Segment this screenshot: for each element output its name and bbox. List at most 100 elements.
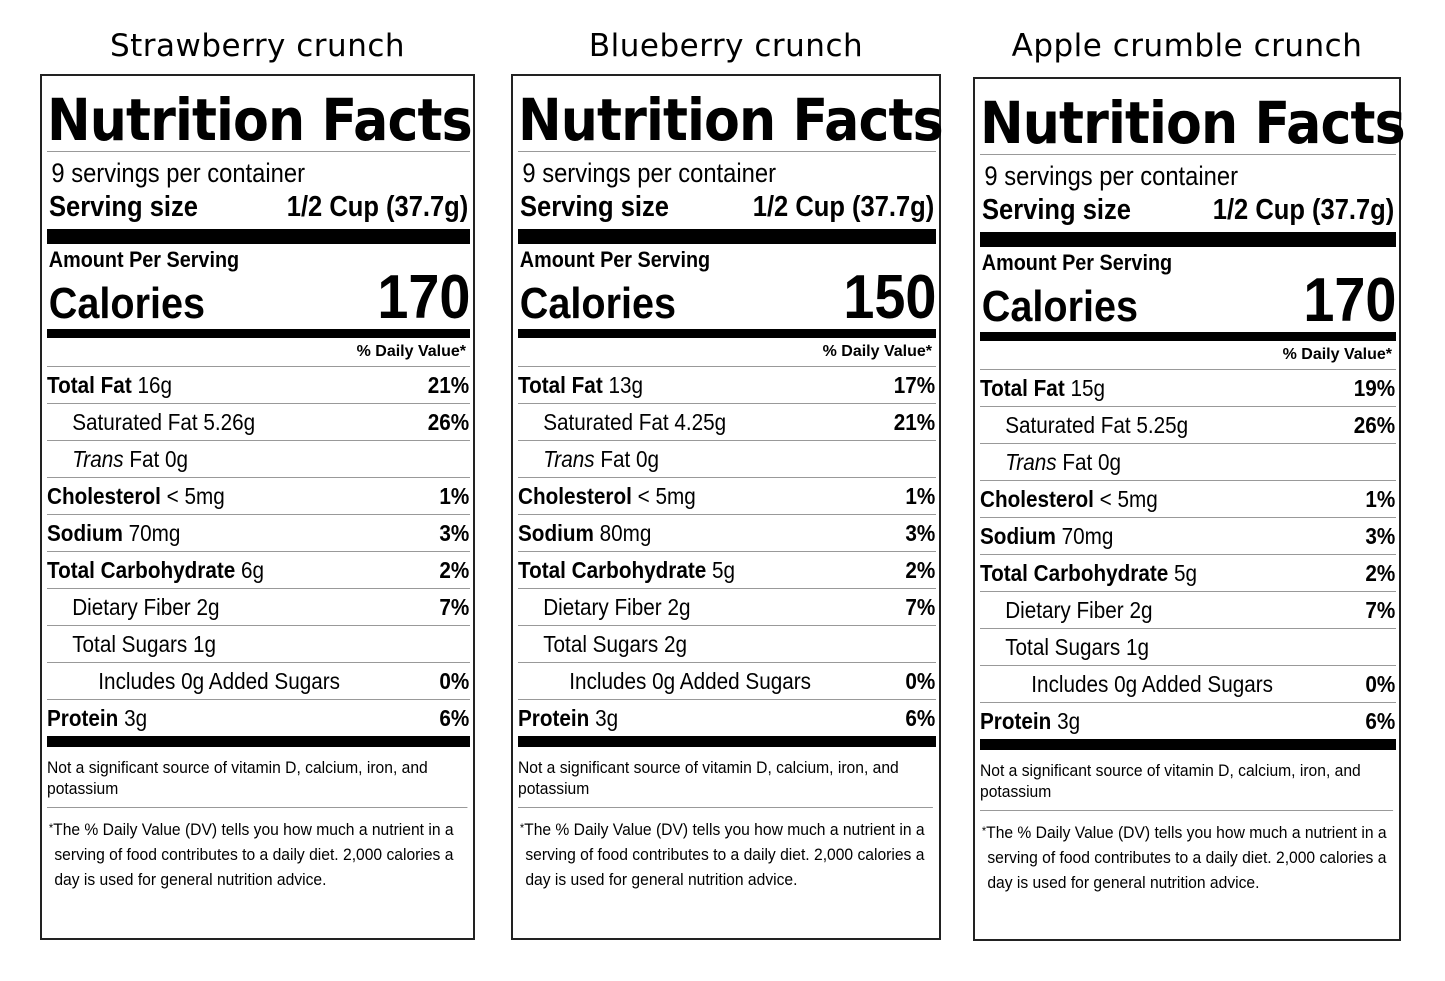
thick-divider [47,229,470,244]
nutrient-label: Saturated Fat [1005,411,1131,438]
nutrient-label: Saturated Fat [543,408,669,435]
daily-value-header: % Daily Value* [518,338,936,367]
nutrient-dv: 3% [1365,522,1396,549]
thick-divider [518,229,936,244]
nutrient-row-added-sugars: Includes 0g Added Sugars 0% [518,663,936,700]
daily-value-footnote: *The % Daily Value (DV) tells you how mu… [47,816,469,892]
nutrient-dv: 17% [893,371,936,398]
serving-size-row: Serving size 1/2 Cup (37.7g) [980,193,1396,227]
nutrient-row-total-carbohydrate: Total Carbohydrate 5g 2% [980,555,1396,592]
nutrient-row-trans-fat: Trans Fat 0g [518,441,936,478]
nutrient-amount: 5g [1173,559,1198,586]
nutrient-dv: 21% [893,408,936,435]
nutrient-amount: 70mg [128,519,181,546]
calories-row: Calories 150 [518,267,936,329]
calories-label: Calories [519,279,677,328]
nutrient-label-italic: Trans [72,445,124,472]
servings-per-container: 9 servings per container [522,158,776,188]
nutrient-label: Cholesterol [980,485,1094,512]
nutrient-row-saturated-fat: Saturated Fat 4.25g 21% [518,404,936,441]
nutrient-row-total-sugars: Total Sugars 1g [980,629,1396,666]
nutrient-label: Total Sugars [1005,633,1121,660]
calories-label: Calories [981,282,1139,331]
nutrient-label: Total Carbohydrate [47,556,236,583]
nutrient-dv: 6% [439,704,470,731]
nutrient-dv: 6% [905,704,936,731]
nutrient-amount: 5.25g [1136,411,1189,438]
nutrient-label: Includes [1031,670,1109,697]
nutrient-row-total-fat: Total Fat 15g 19% [980,370,1396,407]
nutrient-amount: 1g [193,630,217,657]
nutrient-row-added-sugars: Includes 0g Added Sugars 0% [980,666,1396,703]
nutrient-row-trans-fat: Trans Fat 0g [47,441,470,478]
nutrient-label: Dietary Fiber [72,593,191,620]
nutrient-row-protein: Protein 3g 6% [518,700,936,736]
product-title: Blueberry crunch [588,28,864,64]
nutrient-amount: 0g [635,445,660,472]
calories-label: Calories [48,279,206,328]
nutrition-facts-title: Nutrition Facts [980,89,1406,157]
nutrient-dv: 2% [905,556,936,583]
nutrient-row-dietary-fiber: Dietary Fiber 2g 7% [47,589,470,626]
nutrient-amount: 3g [595,704,619,731]
nutrition-label: Nutrition Facts 9 servings per container… [973,77,1406,941]
nutrient-dv: 0% [905,667,936,694]
thick-divider [980,232,1396,247]
nutrient-row-sodium: Sodium 70mg 3% [980,518,1396,555]
nutrient-row-dietary-fiber: Dietary Fiber 2g 7% [518,589,936,626]
nutrient-label: Includes [569,667,647,694]
footnote-line: serving of food contributes to a daily d… [54,845,454,864]
nutrient-label: Cholesterol [47,482,161,509]
footnote-asterisk: * [981,824,987,838]
calories-row: Calories 170 [47,267,470,329]
nutrient-label: Fat [600,445,631,472]
calories-row: Calories 170 [980,270,1396,332]
medium-divider [980,332,1396,341]
nutrient-label: Saturated Fat [72,408,198,435]
nutrient-amount: 0g [164,445,189,472]
nutrient-amount: 0g [1097,448,1122,475]
nutrient-label-italic: Trans [543,445,595,472]
nutrient-row-cholesterol: Cholesterol < 5mg 1% [47,478,470,515]
footnote-line: The % Daily Value (DV) tells you how muc… [524,820,925,839]
nutrient-dv: 1% [439,482,470,509]
nutrient-amount: 2g [664,630,688,657]
nutrient-dv: 19% [1353,374,1396,401]
nutrient-label-suffix: Added Sugars [679,667,812,694]
nutrient-amount: < 5mg [1099,485,1158,512]
nutrient-dv: 1% [905,482,936,509]
nutrient-dv: 1% [1365,485,1396,512]
amount-per-serving: Amount Per Serving [519,247,711,272]
nutrient-label: Total Fat [518,371,603,398]
vitamins-note: Not a significant source of vitamin D, c… [47,757,468,808]
nutrient-row-cholesterol: Cholesterol < 5mg 1% [980,481,1396,518]
nutrient-row-total-sugars: Total Sugars 1g [47,626,470,663]
calories-value: 170 [376,263,470,332]
bottom-divider [980,739,1396,750]
nutrient-row-protein: Protein 3g 6% [47,700,470,736]
footnote-line: The % Daily Value (DV) tells you how muc… [53,820,454,839]
divider [980,154,1396,155]
nutrient-row-total-fat: Total Fat 16g 21% [47,367,470,404]
nutrient-dv: 7% [1365,596,1396,623]
nutrient-amount: 5g [711,556,736,583]
nutrient-amount: 0g [181,667,205,694]
vitamins-note: Not a significant source of vitamin D, c… [980,760,1394,811]
serving-size-label: Serving size [49,191,198,223]
nutrient-amount: 2g [1129,596,1153,623]
nutrient-amount: 2g [196,593,220,620]
nutrient-amount: 70mg [1061,522,1114,549]
servings-per-container: 9 servings per container [51,158,305,188]
divider [47,151,470,152]
nutrient-amount: 1g [1126,633,1150,660]
nutrient-label: Cholesterol [518,482,632,509]
daily-value-header: % Daily Value* [47,338,470,367]
nutrient-dv: 26% [1353,411,1396,438]
nutrient-row-saturated-fat: Saturated Fat 5.25g 26% [980,407,1396,444]
calories-value: 170 [1302,266,1396,335]
nutrition-label: Nutrition Facts 9 servings per container… [40,74,475,940]
nutrient-label-suffix: Added Sugars [1141,670,1274,697]
nutrient-amount: 16g [137,371,173,398]
nutrient-row-added-sugars: Includes 0g Added Sugars 0% [47,663,470,700]
nutrient-row-dietary-fiber: Dietary Fiber 2g 7% [980,592,1396,629]
